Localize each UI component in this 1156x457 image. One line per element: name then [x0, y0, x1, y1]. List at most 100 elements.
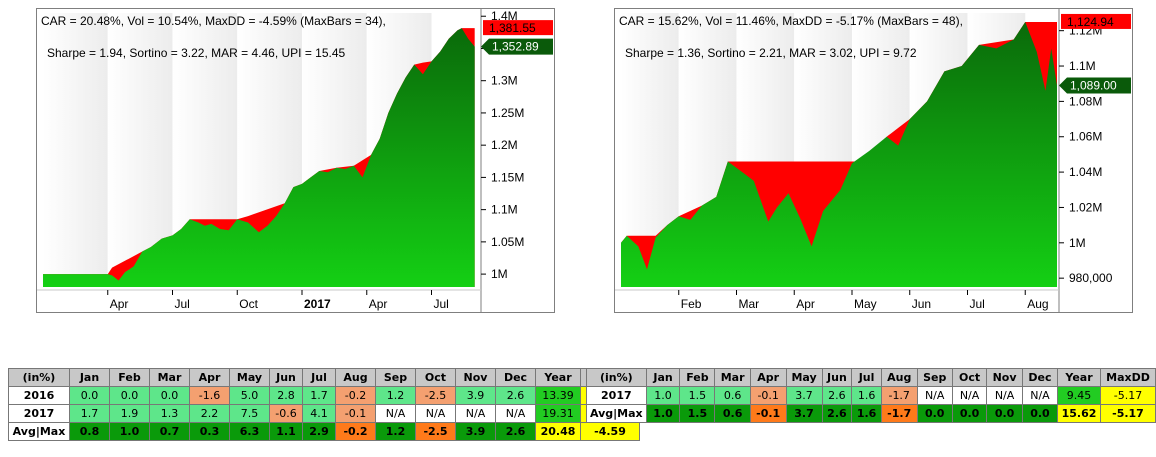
column-header: May [785, 368, 823, 387]
table-cell: 3.7 [785, 404, 823, 423]
column-header: Year [1057, 368, 1101, 387]
table-cell: 1.7 [69, 404, 110, 423]
table-cell: 13.39 [535, 386, 581, 405]
table-cell: N/A [495, 404, 536, 423]
column-header: Apr [749, 368, 787, 387]
column-header: Jan [645, 368, 681, 387]
column-header: Oct [951, 368, 988, 387]
column-header: (in%) [586, 368, 647, 387]
table-cell: -4.59 [580, 422, 640, 441]
table-cell: N/A [1021, 386, 1059, 405]
table-cell: 1.0 [645, 404, 681, 423]
column-header: Feb [109, 368, 150, 387]
table-row: 2017 1.0 1.5 0.6 -0.1 3.7 2.6 1.6 -1.7 N/A N/A N/A N… [586, 386, 1156, 405]
column-header: Oct [415, 368, 456, 387]
table-cell: 1.9 [109, 404, 150, 423]
peak-value-label: 1,124.94 [1067, 15, 1114, 29]
table-cell: 1.0 [109, 422, 150, 441]
column-header: Mar [149, 368, 190, 387]
table-cell: 2.6 [821, 404, 853, 423]
column-header: Nov [455, 368, 496, 387]
table-cell: 1.5 [679, 386, 716, 405]
equity-chart-left-svg: 1M1.05M1.1M1.15M1.2M1.25M1.3M1.35M1.4MAp… [37, 9, 553, 312]
table-cell: -0.1 [749, 386, 787, 405]
column-header: Mar [714, 368, 751, 387]
y-tick-label: 1M [1069, 236, 1086, 250]
row-label: 2017 [8, 404, 70, 423]
y-tick-label: 1M [491, 267, 508, 281]
table-cell: 4.1 [302, 404, 336, 423]
x-tick-label: Apr [369, 297, 388, 311]
table-cell: 1.6 [851, 386, 882, 405]
table-cell: 1.7 [302, 386, 336, 405]
y-tick-label: 1.3M [491, 74, 518, 88]
table-cell: 15.62 [1057, 404, 1101, 423]
table-cell: 1.0 [645, 386, 681, 405]
row-label: Avg|Max [8, 422, 70, 441]
x-tick-label: Jun [912, 297, 931, 311]
y-tick-label: 1.2M [491, 138, 518, 152]
background-band [43, 13, 108, 287]
table-cell: -0.1 [749, 404, 787, 423]
column-header: Nov [986, 368, 1023, 387]
column-header: Dec [1021, 368, 1059, 387]
equity-chart-left: 1M1.05M1.1M1.15M1.2M1.25M1.3M1.35M1.4MAp… [36, 8, 555, 313]
table-row: Avg|Max 0.8 1.0 0.7 0.3 6.3 1.1 2.9 -0.2 1.2 -2.5 3… [8, 422, 640, 441]
y-tick-label: 1.25M [491, 106, 524, 120]
x-tick-label: Mar [738, 297, 759, 311]
row-label: 2016 [8, 386, 70, 405]
table-row: 2017 1.7 1.9 1.3 2.2 7.5 -0.6 4.1 -0.1 N/A N/A N/A N… [8, 404, 640, 423]
stats-line-1: CAR = 15.62%, Vol = 11.46%, MaxDD = -5.1… [619, 14, 963, 28]
table-cell: 5.0 [229, 386, 270, 405]
row-label: 2017 [586, 386, 647, 405]
column-header: (in%) [8, 368, 70, 387]
last-value-tag [1059, 77, 1131, 94]
table-cell: 2.2 [189, 404, 230, 423]
table-cell: 0.3 [189, 422, 230, 441]
table-cell: -1.6 [189, 386, 230, 405]
table-cell: 0.0 [109, 386, 150, 405]
table-cell: -1.7 [880, 404, 918, 423]
table-cell: 1.1 [269, 422, 303, 441]
table-cell: 0.0 [951, 404, 988, 423]
table-cell: 7.5 [229, 404, 270, 423]
x-tick-label: 2017 [304, 297, 331, 311]
peak-value-tag [483, 20, 553, 36]
column-header: Aug [880, 368, 918, 387]
table-cell: N/A [455, 404, 496, 423]
table-cell: 0.7 [149, 422, 190, 441]
stats-line-1: CAR = 20.48%, Vol = 10.54%, MaxDD = -4.5… [41, 14, 386, 28]
peak-value-tag [1061, 13, 1131, 29]
y-tick-label: 1.4M [491, 9, 518, 23]
last-value-label: 1,352.89 [492, 40, 539, 54]
x-tick-label: May [854, 297, 877, 311]
table-cell: -2.5 [415, 386, 456, 405]
table-cell: 0.0 [69, 386, 110, 405]
x-tick-label: Apr [110, 297, 129, 311]
table-cell: N/A [415, 404, 456, 423]
column-header: Sep [375, 368, 416, 387]
column-header: Dec [495, 368, 536, 387]
table-cell: 19.31 [535, 404, 581, 423]
table-cell: -5.17 [1099, 404, 1156, 423]
column-header: Sep [916, 368, 953, 387]
table-cell: 2.9 [302, 422, 336, 441]
equity-area [621, 21, 1057, 288]
y-tick-label: 1.1M [491, 203, 518, 217]
column-header: Jul [851, 368, 882, 387]
y-tick-label: 1.05M [491, 235, 524, 249]
column-header: Jan [69, 368, 110, 387]
last-value-label: 1,089.00 [1070, 78, 1117, 92]
table-cell: 0.6 [714, 386, 751, 405]
peak-value-label: 1,381.55 [489, 21, 536, 35]
monthly-returns-table-left: (in%) Jan Feb Mar Apr May Jun Jul Aug Sep Oct Nov De… [8, 368, 640, 441]
y-tick-label: 980,000 [1069, 271, 1113, 285]
y-tick-label: 1.08M [1069, 94, 1102, 108]
table-cell: 20.48 [535, 422, 581, 441]
stats-line-2: Sharpe = 1.94, Sortino = 3.22, MAR = 4.4… [47, 46, 346, 60]
table-cell: -0.2 [335, 386, 376, 405]
y-tick-label: 1.1M [1069, 59, 1096, 73]
y-tick-label: 1.15M [491, 170, 524, 184]
table-cell: 0.0 [149, 386, 190, 405]
column-header: MaxDD [1099, 368, 1156, 387]
